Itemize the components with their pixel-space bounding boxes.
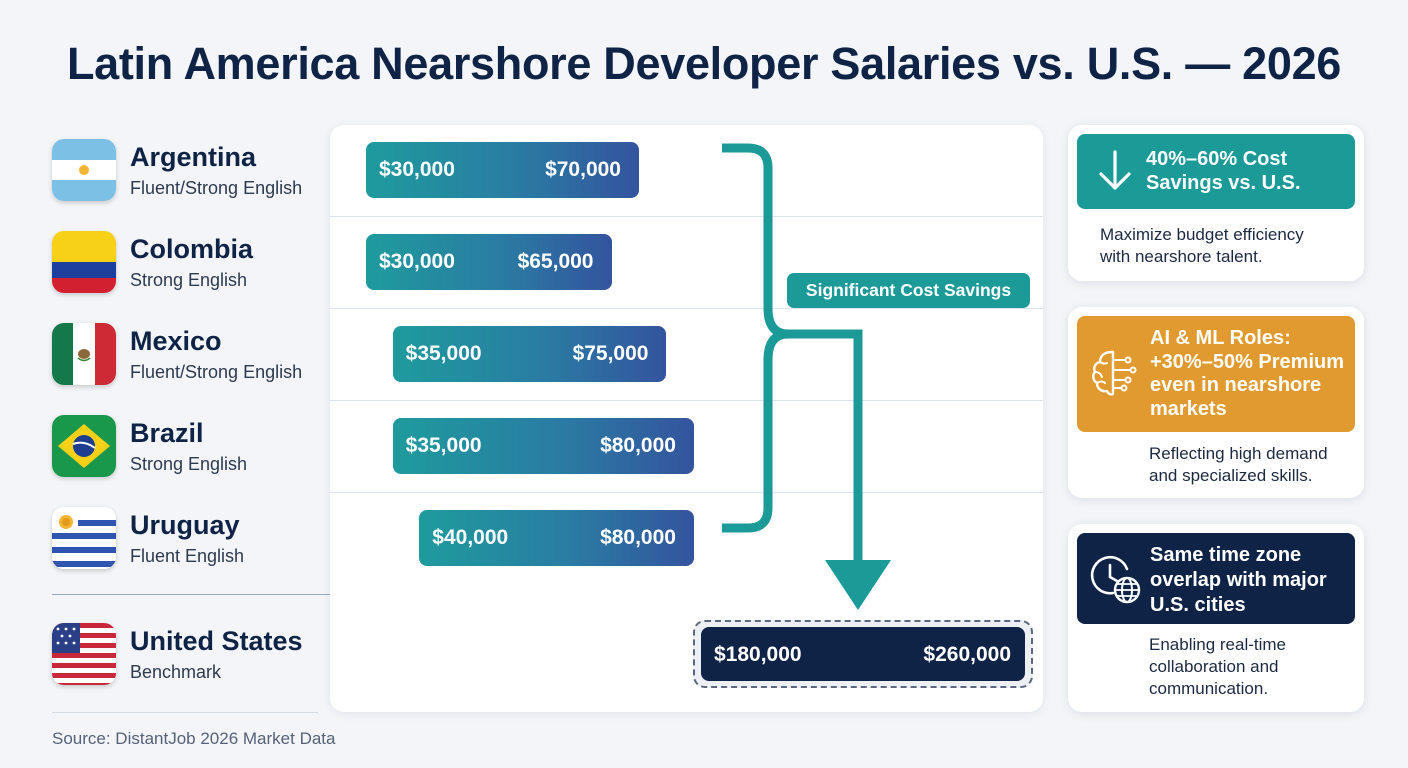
card-body-line: Maximize budget efficiency [1100,225,1304,244]
card-heading-line: markets [1150,397,1227,420]
english-level: Benchmark [130,662,222,682]
country-name: Mexico [130,326,222,356]
card-heading-line: AI & ML Roles: [1150,327,1291,349]
range-max-label: $260,000 [923,643,1011,666]
card-body-line: Reflecting high demand [1149,444,1328,463]
range-bar-colombia: $30,000 $65,000 [366,234,612,290]
range-max-label: $70,000 [545,158,621,181]
country-name: United States [130,626,303,656]
range-max-label: $80,000 [600,434,676,457]
card-ai-ml-premium: AI & ML Roles: +30%–50% Premium even in … [1068,307,1364,498]
row-separator [330,216,1043,217]
range-max-label: $75,000 [572,342,649,365]
country-name: Colombia [130,234,254,264]
english-level: Fluent/Strong English [130,178,303,198]
range-bar-united-states: $180,000 $260,000 [701,627,1025,681]
english-level: Strong English [130,454,248,474]
arrow-down-icon [825,560,891,610]
country-mexico: Mexico Fluent/Strong English [52,323,352,387]
country-name: Argentina [130,142,257,172]
country-united-states: United States Benchmark [52,623,352,687]
country-colombia: Colombia Strong English [52,231,352,295]
country-name: Uruguay [130,510,240,540]
card-header: Same time zone overlap with major U.S. c… [1077,533,1355,624]
ai-brain-icon [1092,350,1137,396]
card-body-line: communication. [1149,679,1269,698]
country-name: Brazil [130,418,204,448]
range-min-label: $30,000 [379,250,455,273]
range-bar-mexico: $35,000 $75,000 [392,326,667,382]
english-level: Strong English [130,270,248,290]
english-level: Fluent English [130,546,245,566]
card-body-line: collaboration and [1149,657,1279,676]
colombia-flag-icon [52,231,116,293]
card-body-line: Enabling real-time [1149,635,1287,654]
range-bar-uruguay: $40,000 $80,000 [419,510,694,566]
card-header: 40%–60% Cost Savings vs. U.S. [1077,134,1355,209]
card-heading-line: Same time zone [1150,544,1302,566]
card-heading-line: U.S. cities [1150,594,1246,616]
card-heading-line: overlap with major [1150,569,1327,591]
row-separator [330,492,1043,493]
country-uruguay: Uruguay Fluent English [52,507,352,571]
range-min-label: $180,000 [714,643,802,666]
range-min-label: $35,000 [405,434,482,457]
card-cost-savings: 40%–60% Cost Savings vs. U.S. Maximize b… [1068,125,1364,281]
brazil-flag-icon [52,415,116,477]
country-brazil: Brazil Strong English [52,415,352,479]
card-heading-line: 40%–60% Cost [1146,148,1288,170]
source-divider [52,712,318,713]
card-heading-line: Savings vs. U.S. [1146,172,1301,194]
row-separator [330,308,1043,309]
range-min-label: $35,000 [405,342,482,365]
card-body-line: and specialized skills. [1149,466,1313,485]
clock-globe-icon [1090,556,1141,604]
card-time-zone: Same time zone overlap with major U.S. c… [1068,524,1364,712]
country-argentina: Argentina Fluent/Strong English [52,139,352,203]
us-flag-icon [52,623,116,685]
mexico-flag-icon [52,323,116,385]
arrow-down-icon [1099,150,1131,190]
argentina-flag-icon [52,139,116,201]
range-min-label: $30,000 [379,158,455,181]
card-body-line: with nearshore talent. [1100,247,1263,266]
range-max-label: $80,000 [600,526,676,549]
range-bar-brazil: $35,000 $80,000 [392,418,694,474]
row-separator [330,400,1043,401]
card-heading-line: even in nearshore [1150,374,1322,396]
page-title: Latin America Nearshore Developer Salari… [66,38,1342,89]
english-level: Fluent/Strong English [130,362,303,382]
annotation-savings: Significant Cost Savings [787,273,1030,308]
card-header: AI & ML Roles: +30%–50% Premium even in … [1077,316,1355,432]
source-note: Source: DistantJob 2026 Market Data [52,729,336,748]
range-min-label: $40,000 [432,526,509,549]
range-max-label: $65,000 [517,250,594,273]
range-bar-argentina: $30,000 $70,000 [366,142,639,198]
card-heading-line: +30%–50% Premium [1150,350,1345,373]
uruguay-flag-icon [52,507,116,569]
